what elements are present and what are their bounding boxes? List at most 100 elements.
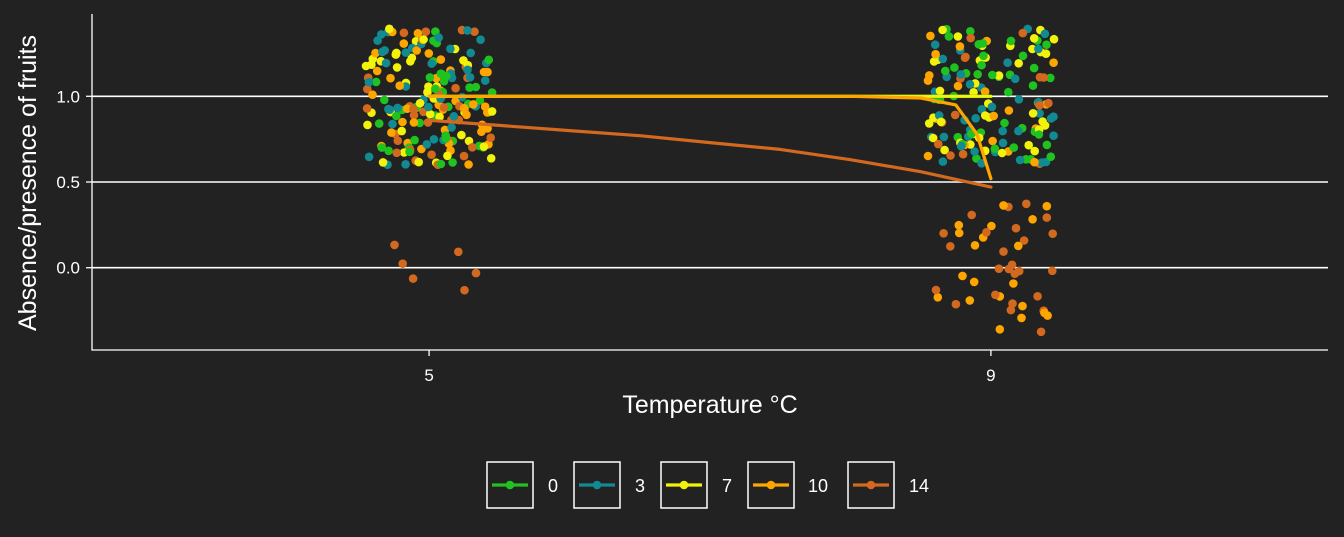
- data-point: [402, 104, 412, 113]
- data-point: [982, 228, 991, 237]
- data-point: [390, 240, 399, 250]
- data-point: [1048, 266, 1057, 276]
- data-point: [1037, 158, 1047, 167]
- data-point: [950, 110, 960, 120]
- data-point: [1011, 223, 1021, 233]
- data-point: [1040, 29, 1050, 39]
- data-point: [1010, 269, 1020, 279]
- data-point: [1035, 109, 1044, 118]
- data-point: [946, 151, 955, 160]
- data-point: [1030, 146, 1039, 156]
- data-point: [462, 110, 471, 120]
- data-point: [954, 220, 964, 230]
- data-point: [1015, 155, 1025, 165]
- data-point: [439, 103, 449, 112]
- data-point: [1035, 101, 1044, 110]
- data-point: [935, 86, 945, 96]
- legend-point-14: [866, 480, 876, 490]
- data-point: [1029, 63, 1039, 73]
- data-point: [470, 27, 479, 36]
- data-point: [484, 55, 494, 65]
- data-point: [386, 73, 395, 83]
- data-point: [990, 144, 1000, 153]
- data-point: [988, 70, 997, 80]
- data-point: [938, 157, 948, 166]
- data-point: [936, 117, 946, 127]
- data-point: [938, 25, 947, 35]
- data-point: [956, 141, 966, 151]
- legend-label-7: 7: [722, 476, 732, 496]
- data-point: [1017, 313, 1026, 323]
- data-point: [363, 120, 372, 130]
- data-point: [447, 123, 456, 132]
- y-tick-labels: 0.0 0.5 1.0: [56, 87, 80, 277]
- data-point: [451, 83, 460, 93]
- data-point: [459, 56, 468, 65]
- data-point: [410, 135, 419, 145]
- data-point: [372, 66, 382, 76]
- data-point: [1028, 109, 1038, 118]
- data-point: [364, 77, 374, 87]
- data-point: [1046, 73, 1055, 83]
- data-point: [459, 103, 469, 113]
- data-point: [424, 49, 434, 58]
- data-point: [466, 48, 476, 58]
- data-point: [436, 159, 446, 169]
- data-point: [412, 46, 422, 55]
- data-point: [1004, 264, 1014, 274]
- data-point: [1028, 81, 1038, 90]
- data-point: [469, 100, 478, 109]
- data-point: [953, 81, 963, 91]
- data-point: [958, 149, 968, 159]
- data-point: [994, 264, 1004, 274]
- data-point: [398, 259, 408, 269]
- legend-label-14: 14: [909, 476, 929, 496]
- data-point: [397, 126, 407, 136]
- data-point: [989, 111, 998, 121]
- data-point: [1033, 292, 1042, 301]
- data-point: [1039, 73, 1049, 82]
- data-point: [1028, 215, 1037, 224]
- data-point: [1044, 98, 1053, 108]
- data-point: [1034, 44, 1043, 54]
- data-point: [393, 103, 402, 113]
- data-point: [381, 58, 391, 68]
- data-point: [1029, 34, 1039, 43]
- data-point: [967, 210, 976, 220]
- data-point: [1004, 87, 1013, 97]
- data-point: [1014, 126, 1023, 136]
- data-point: [436, 55, 446, 64]
- data-point: [1009, 143, 1019, 152]
- data-point: [1014, 241, 1023, 251]
- x-tick-label: 5: [424, 366, 433, 385]
- legend-point-7: [679, 480, 689, 490]
- data-point: [1049, 58, 1058, 67]
- data-point: [1048, 229, 1057, 238]
- data-point: [392, 48, 401, 58]
- data-point: [931, 285, 941, 295]
- data-point: [378, 158, 388, 167]
- data-point: [960, 53, 970, 62]
- data-point: [977, 60, 986, 70]
- data-point: [486, 133, 496, 142]
- data-point: [409, 118, 419, 127]
- data-point: [464, 160, 473, 169]
- data-point: [454, 247, 463, 257]
- data-point: [401, 48, 411, 57]
- data-point: [421, 27, 431, 36]
- data-point: [459, 151, 469, 161]
- data-point: [441, 134, 451, 143]
- data-point: [1042, 213, 1052, 222]
- axes: [86, 14, 1328, 356]
- data-point: [987, 102, 997, 112]
- data-point: [1000, 118, 1009, 128]
- data-point: [928, 133, 938, 143]
- data-point: [1040, 121, 1050, 130]
- data-point: [425, 109, 435, 119]
- data-point: [1041, 49, 1051, 58]
- data-point: [1022, 199, 1031, 209]
- data-point: [934, 139, 943, 149]
- data-point: [434, 33, 444, 42]
- data-point: [998, 126, 1007, 136]
- data-point: [384, 146, 393, 156]
